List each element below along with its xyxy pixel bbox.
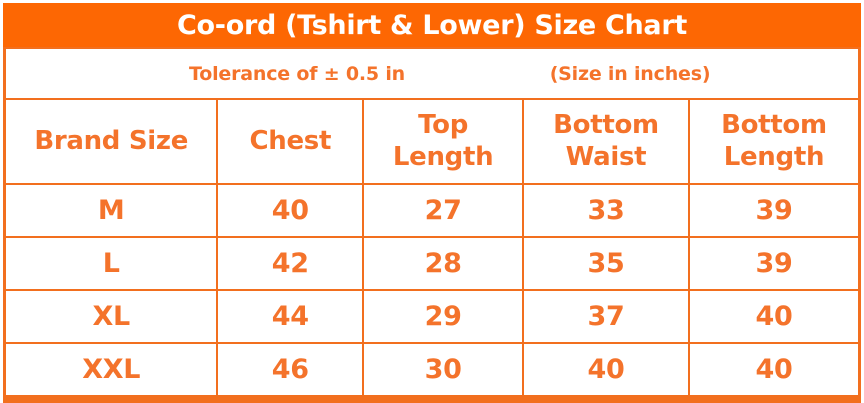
table-row-l: L 42 28 35 39 [3,236,861,291]
cell-bottom-length: 39 [687,183,861,238]
table-row-xxl: XXL 46 30 40 40 [3,342,861,400]
chart-title-bar: Co-ord (Tshirt & Lower) Size Chart [3,3,861,47]
cell-chest: 46 [216,342,365,400]
table-row-xl: XL 44 29 37 40 [3,289,861,344]
table-row-m: M 40 27 33 39 [3,183,861,238]
cell-bottom-waist: 37 [522,289,690,344]
cell-bottom-length: 40 [687,289,861,344]
cell-bottom-waist: 40 [522,342,690,400]
col-header-bottom-length: Bottom Length [687,98,861,185]
col-header-brand-size: Brand Size [3,98,219,185]
cell-bottom-length: 40 [687,342,861,400]
col-header-chest: Chest [216,98,365,185]
tolerance-note: Tolerance of ± 0.5 in [189,62,405,85]
chart-title: Co-ord (Tshirt & Lower) Size Chart [177,9,687,41]
notes-cell: Tolerance of ± 0.5 in (Size in inches) [3,48,861,100]
cell-top-length: 27 [362,183,525,238]
cell-brand-size: XL [3,289,219,344]
cell-chest: 44 [216,289,365,344]
cell-top-length: 29 [362,289,525,344]
cell-brand-size: L [3,236,219,291]
cell-top-length: 28 [362,236,525,291]
cell-brand-size: XXL [3,342,219,400]
col-header-top-length: Top Length [362,98,525,185]
notes-row: Tolerance of ± 0.5 in (Size in inches) [3,48,861,100]
header-row: Brand Size Chest Top Length Bottom Waist… [3,98,861,185]
cell-brand-size: M [3,183,219,238]
col-header-bottom-waist: Bottom Waist [522,98,690,185]
cell-top-length: 30 [362,342,525,400]
cell-bottom-waist: 33 [522,183,690,238]
units-note: (Size in inches) [549,62,711,85]
cell-bottom-waist: 35 [522,236,690,291]
cell-bottom-length: 39 [687,236,861,291]
cell-chest: 42 [216,236,365,291]
size-table: Tolerance of ± 0.5 in (Size in inches) B… [3,47,861,403]
cell-chest: 40 [216,183,365,238]
